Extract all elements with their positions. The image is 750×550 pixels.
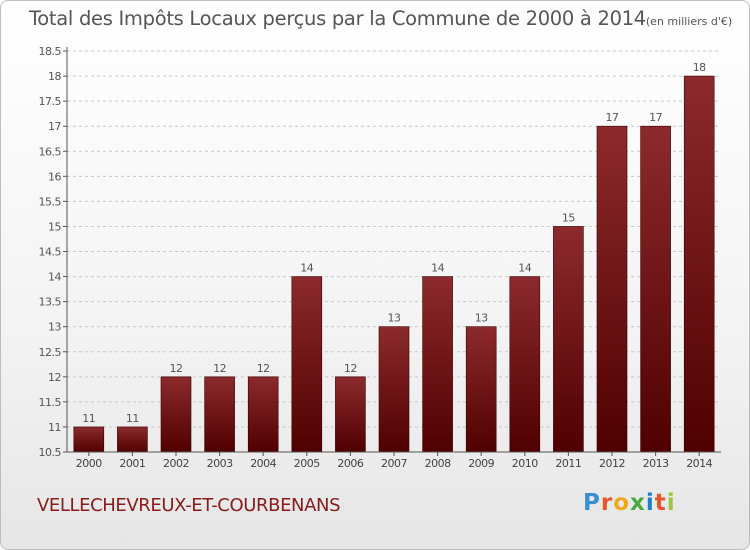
x-tick-label: 2008: [425, 457, 451, 470]
bar-2004: [247, 376, 279, 453]
chart-unit: (en milliers d'€): [645, 15, 733, 28]
logo-letter: t: [654, 490, 667, 516]
y-tick-label: 16: [48, 170, 61, 183]
bar-2001: [117, 426, 148, 453]
data-label: 14: [518, 262, 531, 275]
y-tick-label: 14.5: [39, 246, 62, 259]
y-tick-label: 18.5: [39, 45, 62, 58]
data-label: 18: [693, 61, 706, 74]
x-tick-label: 2007: [381, 457, 407, 470]
bar-2011: [553, 226, 584, 453]
x-tick-label: 2014: [686, 457, 712, 470]
bar-2008: [422, 276, 453, 453]
bar-2002: [160, 376, 192, 453]
logo-letter: i: [666, 490, 676, 516]
data-label: 14: [300, 262, 313, 275]
bar-2010: [509, 276, 541, 453]
y-tick-label: 13.5: [39, 296, 62, 309]
chart-title: Total des Impôts Locaux perçus par la Co…: [29, 7, 732, 30]
bar-2009: [465, 326, 497, 453]
y-tick-label: 12: [48, 371, 61, 384]
y-tick-label: 12.5: [39, 346, 62, 359]
axes: [63, 47, 721, 456]
data-label: 13: [475, 312, 488, 325]
logo-letter: o: [613, 490, 631, 516]
bar-2000: [73, 426, 105, 453]
x-tick-label: 2003: [207, 457, 233, 470]
y-tick-label: 11: [48, 421, 61, 434]
x-tick-label: 2009: [468, 457, 494, 470]
proxiti-logo: Proxiti: [583, 490, 676, 516]
y-tick-label: 10.5: [39, 446, 62, 459]
x-tick-label: 2000: [76, 457, 102, 470]
x-tick-label: 2012: [599, 457, 625, 470]
logo-letter: r: [600, 490, 614, 516]
data-label: 13: [388, 312, 401, 325]
x-tick-label: 2013: [643, 457, 669, 470]
x-tick-label: 2002: [163, 457, 189, 470]
y-tick-label: 11.5: [39, 396, 62, 409]
y-tick-label: 15.5: [39, 195, 62, 208]
chart-title-text: Total des Impôts Locaux perçus par la Co…: [29, 7, 646, 30]
x-tick-label: 2006: [337, 457, 363, 470]
data-label: 17: [606, 111, 619, 124]
tick-labels: 10.5 11 11.5 12 12.5 13 13.5 14 14.5 15 15.5 16 16.5…: [39, 45, 714, 470]
data-label: 17: [649, 111, 662, 124]
logo-letter: i: [645, 490, 655, 516]
data-label: 15: [562, 211, 575, 224]
y-tick-label: 13: [48, 321, 61, 334]
logo-letter: x: [630, 490, 646, 516]
data-label: 12: [344, 362, 357, 375]
bar-2013: [640, 125, 671, 453]
bar-2005: [291, 276, 323, 453]
y-tick-label: 18: [48, 70, 61, 83]
bars: [73, 75, 715, 453]
y-tick-label: 16.5: [39, 145, 62, 158]
commune-name: VELLECHEVREUX-ET-COURBENANS: [37, 495, 341, 516]
y-tick-label: 17.5: [39, 95, 62, 108]
bar-2007: [378, 326, 410, 453]
data-label: 12: [257, 362, 270, 375]
y-tick-label: 14: [48, 271, 61, 284]
logo-letter: P: [583, 490, 601, 516]
x-tick-label: 2005: [294, 457, 320, 470]
bar-2006: [335, 376, 366, 453]
x-tick-label: 2001: [119, 457, 145, 470]
x-tick-label: 2011: [555, 457, 581, 470]
data-label: 12: [170, 362, 183, 375]
bar-2003: [204, 376, 235, 453]
data-label: 12: [213, 362, 226, 375]
data-label: 14: [431, 262, 444, 275]
x-tick-label: 2010: [512, 457, 538, 470]
data-label: 11: [126, 412, 139, 425]
y-tick-label: 15: [48, 220, 61, 233]
y-tick-label: 17: [48, 120, 61, 133]
bar-2014: [683, 75, 715, 453]
data-label: 11: [82, 412, 95, 425]
x-tick-label: 2004: [250, 457, 276, 470]
bar-2012: [596, 125, 628, 453]
